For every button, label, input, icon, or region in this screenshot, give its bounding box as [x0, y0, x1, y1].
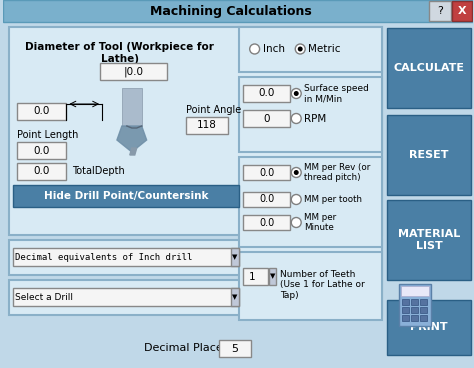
Text: Point Angle: Point Angle: [186, 105, 242, 115]
Text: Inch: Inch: [263, 44, 284, 54]
Circle shape: [294, 91, 299, 96]
Circle shape: [295, 44, 305, 54]
Bar: [17, 163, 66, 180]
Text: Select a Drill: Select a Drill: [15, 293, 73, 301]
Bar: [3, 0, 473, 22]
Bar: [243, 215, 290, 230]
Bar: [402, 315, 409, 321]
Text: 0.0: 0.0: [34, 145, 50, 156]
Bar: [243, 165, 290, 180]
Polygon shape: [130, 148, 137, 155]
Bar: [122, 88, 142, 126]
Text: ?: ?: [437, 6, 443, 16]
Text: 0.0: 0.0: [34, 106, 50, 117]
Text: Hide Drill Point/Countersink: Hide Drill Point/Countersink: [44, 191, 208, 201]
Text: 0.0: 0.0: [259, 167, 274, 177]
Circle shape: [292, 113, 301, 124]
Bar: [231, 248, 239, 266]
Text: 0.0: 0.0: [259, 217, 274, 227]
Text: Number of Teeth
(Use 1 for Lathe or
Tap): Number of Teeth (Use 1 for Lathe or Tap): [281, 270, 365, 300]
Bar: [402, 307, 409, 313]
Text: Diameter of Tool (Workpiece for
Lathe): Diameter of Tool (Workpiece for Lathe): [26, 42, 214, 64]
Bar: [17, 142, 66, 159]
Text: 0.0: 0.0: [34, 166, 50, 177]
Text: 0.0: 0.0: [259, 195, 274, 205]
Bar: [13, 288, 239, 306]
Text: CALCULATE: CALCULATE: [393, 63, 465, 73]
Bar: [100, 63, 167, 80]
Text: 118: 118: [197, 120, 217, 131]
Text: TotalDepth: TotalDepth: [73, 166, 125, 177]
Text: X: X: [457, 6, 466, 16]
Text: MM per tooth: MM per tooth: [304, 195, 362, 204]
Circle shape: [292, 167, 301, 177]
Text: 0.0: 0.0: [258, 88, 275, 99]
Text: ▼: ▼: [270, 273, 275, 280]
Bar: [420, 307, 427, 313]
Bar: [243, 192, 290, 207]
Text: PRINT: PRINT: [410, 322, 448, 333]
Bar: [411, 299, 418, 305]
Bar: [268, 268, 276, 285]
Bar: [239, 27, 383, 72]
Text: ▼: ▼: [232, 254, 237, 260]
Text: RPM: RPM: [304, 113, 327, 124]
Polygon shape: [117, 126, 146, 152]
Bar: [243, 110, 290, 127]
Text: |0.0: |0.0: [124, 66, 144, 77]
Text: 0: 0: [263, 113, 270, 124]
Bar: [239, 157, 383, 247]
Text: Decimal Places: Decimal Places: [144, 343, 228, 353]
Bar: [452, 1, 472, 21]
Bar: [387, 28, 471, 108]
Bar: [219, 340, 251, 357]
Circle shape: [294, 170, 299, 175]
Bar: [9, 27, 383, 235]
Bar: [243, 268, 267, 285]
Bar: [13, 185, 239, 207]
Bar: [387, 115, 471, 195]
Text: Decimal equivalents of Inch drill: Decimal equivalents of Inch drill: [15, 252, 192, 262]
Bar: [402, 299, 409, 305]
Bar: [243, 85, 290, 102]
Text: Metric: Metric: [308, 44, 341, 54]
Bar: [239, 252, 383, 320]
Circle shape: [250, 44, 260, 54]
Bar: [231, 288, 239, 306]
Bar: [387, 200, 471, 280]
Bar: [9, 280, 383, 315]
Bar: [420, 299, 427, 305]
Bar: [13, 248, 239, 266]
Text: MM per
Minute: MM per Minute: [304, 213, 337, 232]
Bar: [420, 315, 427, 321]
Bar: [9, 240, 383, 275]
Bar: [399, 284, 431, 326]
Circle shape: [292, 88, 301, 99]
Text: 1: 1: [248, 272, 255, 282]
Text: Point Length: Point Length: [17, 130, 78, 140]
Circle shape: [292, 195, 301, 205]
Bar: [186, 117, 228, 134]
Bar: [17, 103, 66, 120]
Text: MM per Rev (or
thread pitch): MM per Rev (or thread pitch): [304, 163, 371, 182]
Bar: [387, 282, 471, 298]
Circle shape: [298, 46, 303, 52]
Text: Machining Calculations: Machining Calculations: [150, 4, 312, 18]
Bar: [411, 307, 418, 313]
Text: 5: 5: [231, 343, 238, 354]
Text: ▼: ▼: [232, 294, 237, 300]
Circle shape: [292, 217, 301, 227]
Text: Surface speed
in M/Min: Surface speed in M/Min: [304, 84, 369, 103]
Bar: [401, 286, 429, 296]
Bar: [411, 315, 418, 321]
Bar: [387, 300, 471, 355]
Bar: [429, 1, 451, 21]
Bar: [239, 77, 383, 152]
Text: RESET: RESET: [409, 150, 449, 160]
Text: MATERIAL
LIST: MATERIAL LIST: [398, 229, 460, 251]
